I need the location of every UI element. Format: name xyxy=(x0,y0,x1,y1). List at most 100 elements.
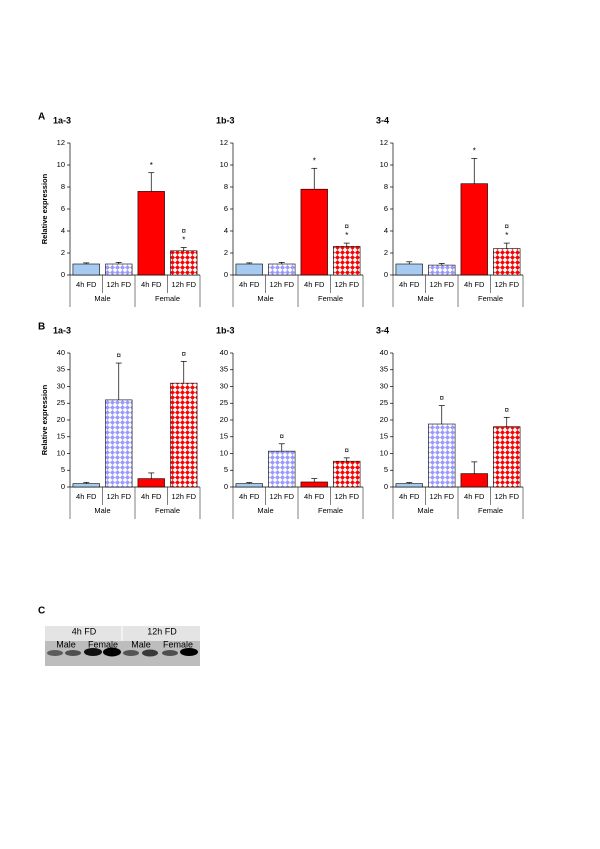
band xyxy=(103,647,121,657)
y-tick-label: 10 xyxy=(220,448,228,457)
bar xyxy=(460,473,488,488)
group-label: Female xyxy=(155,506,180,515)
significance-marker: ¤ xyxy=(505,405,510,414)
bar xyxy=(137,191,165,276)
band xyxy=(123,650,139,656)
y-tick-label: 25 xyxy=(57,398,65,407)
y-axis-label: Relative expression xyxy=(40,173,49,244)
y-tick-label: 20 xyxy=(220,415,228,424)
y-tick-label: 5 xyxy=(61,465,65,474)
significance-marker: * xyxy=(182,236,185,245)
x-tick-label: 4h FD xyxy=(239,280,260,289)
y-tick-label: 4 xyxy=(384,226,388,235)
y-tick-label: 0 xyxy=(384,270,388,279)
x-tick-label: 12h FD xyxy=(106,280,131,289)
y-tick-label: 25 xyxy=(220,398,228,407)
blot-time-label: 12h FD xyxy=(147,626,177,636)
y-tick-label: 0 xyxy=(224,270,228,279)
y-tick-label: 2 xyxy=(61,248,65,257)
significance-marker: ¤ xyxy=(182,227,187,236)
blot-sex-label: Male xyxy=(131,639,151,649)
y-tick-label: 25 xyxy=(380,398,388,407)
significance-marker: * xyxy=(505,231,508,240)
significance-marker: * xyxy=(150,161,153,170)
y-tick-label: 2 xyxy=(224,248,228,257)
y-tick-label: 40 xyxy=(220,348,228,357)
bar xyxy=(300,481,328,488)
y-tick-label: 0 xyxy=(61,270,65,279)
significance-marker: ¤ xyxy=(505,222,510,231)
bar xyxy=(333,460,361,488)
bar xyxy=(72,483,100,488)
y-tick-label: 12 xyxy=(57,138,65,147)
y-tick-label: 10 xyxy=(380,160,388,169)
y-tick-label: 8 xyxy=(61,182,65,191)
band xyxy=(162,650,178,656)
y-axis-label: Relative expression xyxy=(40,384,49,455)
y-tick-label: 0 xyxy=(384,482,388,491)
significance-marker: ¤ xyxy=(345,446,350,455)
bar xyxy=(428,264,456,276)
x-tick-label: 4h FD xyxy=(239,492,260,501)
y-tick-label: 0 xyxy=(224,482,228,491)
panel-label: A xyxy=(38,112,45,123)
bar xyxy=(268,450,296,488)
y-tick-label: 10 xyxy=(57,448,65,457)
group-label: Male xyxy=(94,294,110,303)
band xyxy=(47,650,63,656)
x-tick-label: 12h FD xyxy=(429,492,454,501)
bar xyxy=(105,399,133,488)
x-tick-label: 4h FD xyxy=(464,492,485,501)
group-label: Female xyxy=(155,294,180,303)
bar xyxy=(460,183,488,276)
y-tick-label: 6 xyxy=(224,204,228,213)
bar xyxy=(395,483,423,488)
blot-sex-label: Female xyxy=(163,639,193,649)
x-tick-label: 12h FD xyxy=(494,280,519,289)
bar xyxy=(170,382,198,488)
y-tick-label: 15 xyxy=(380,432,388,441)
x-tick-label: 4h FD xyxy=(304,492,325,501)
significance-marker: * xyxy=(473,147,476,156)
significance-marker: ¤ xyxy=(345,222,350,231)
bar xyxy=(268,263,296,276)
group-label: Female xyxy=(318,506,343,515)
y-tick-label: 10 xyxy=(380,448,388,457)
y-tick-label: 15 xyxy=(57,432,65,441)
y-tick-label: 8 xyxy=(224,182,228,191)
y-tick-label: 8 xyxy=(384,182,388,191)
significance-marker: * xyxy=(345,231,348,240)
x-tick-label: 12h FD xyxy=(334,492,359,501)
chart-title: 3-4 xyxy=(376,115,389,125)
y-tick-label: 12 xyxy=(380,138,388,147)
x-tick-label: 4h FD xyxy=(76,280,97,289)
y-tick-label: 4 xyxy=(224,226,228,235)
y-tick-label: 30 xyxy=(380,381,388,390)
chart-title: 1a-3 xyxy=(53,115,71,125)
x-tick-label: 12h FD xyxy=(269,492,294,501)
x-tick-label: 12h FD xyxy=(171,280,196,289)
y-tick-label: 2 xyxy=(384,248,388,257)
band xyxy=(65,650,81,656)
bar xyxy=(333,246,361,276)
y-tick-label: 5 xyxy=(224,465,228,474)
blot-sex-label: Male xyxy=(56,639,76,649)
y-tick-label: 5 xyxy=(384,465,388,474)
x-tick-label: 4h FD xyxy=(399,280,420,289)
blot-time-label: 4h FD xyxy=(72,626,97,636)
y-tick-label: 40 xyxy=(57,348,65,357)
y-tick-label: 30 xyxy=(220,381,228,390)
x-tick-label: 12h FD xyxy=(334,280,359,289)
y-tick-label: 30 xyxy=(57,381,65,390)
y-tick-label: 12 xyxy=(220,138,228,147)
y-tick-label: 15 xyxy=(220,432,228,441)
significance-marker: ¤ xyxy=(182,349,187,358)
x-tick-label: 4h FD xyxy=(76,492,97,501)
group-label: Female xyxy=(318,294,343,303)
y-tick-label: 4 xyxy=(61,226,65,235)
bar xyxy=(395,263,423,276)
significance-marker: ¤ xyxy=(117,351,122,360)
y-tick-label: 10 xyxy=(57,160,65,169)
western-blot: 4h FD 12h FD Male Female Male Female xyxy=(45,626,200,666)
